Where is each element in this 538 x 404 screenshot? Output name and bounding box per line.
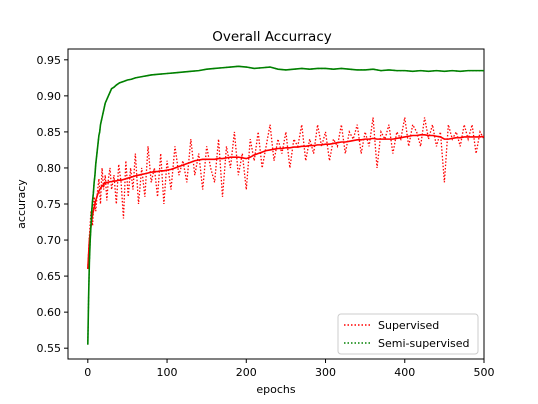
series-line-supervised [87, 117, 484, 269]
x-tick-label: 0 [84, 366, 91, 379]
y-tick-label: 0.70 [37, 234, 62, 247]
y-tick-label: 0.85 [37, 126, 62, 139]
y-axis-label: accuracy [15, 179, 28, 229]
ticks-layer: 0 100 200 300 400 500 0.55 0.60 0.65 0.70 0.75 0.80… [37, 54, 495, 379]
y-tick-label: 0.65 [37, 270, 62, 283]
y-tick-label: 0.60 [37, 306, 62, 319]
x-tick-label: 100 [157, 366, 178, 379]
chart-title: Overall Accurracy [212, 29, 331, 45]
y-tick-label: 0.90 [37, 90, 62, 103]
y-tick-label: 0.80 [37, 162, 62, 175]
series-smoothed-semi-supervised [87, 65, 484, 345]
x-tick-label: 500 [474, 366, 495, 379]
series-smoothed-supervised [87, 133, 484, 269]
y-tick-label: 0.55 [37, 342, 62, 355]
y-tick-label: 0.75 [37, 198, 62, 211]
x-tick-label: 300 [315, 366, 336, 379]
legend-label-semi-supervised: Semi-supervised [378, 337, 470, 350]
legend-box [337, 313, 479, 355]
x-axis-label: epochs [256, 383, 295, 396]
x-tick-label: 400 [394, 366, 415, 379]
x-tick-label: 200 [236, 366, 257, 379]
y-tick-label: 0.95 [37, 54, 62, 67]
series-layer [87, 65, 484, 345]
legend-label-supervised: Supervised [378, 319, 439, 332]
legend: Supervised Semi-supervised [337, 313, 479, 355]
